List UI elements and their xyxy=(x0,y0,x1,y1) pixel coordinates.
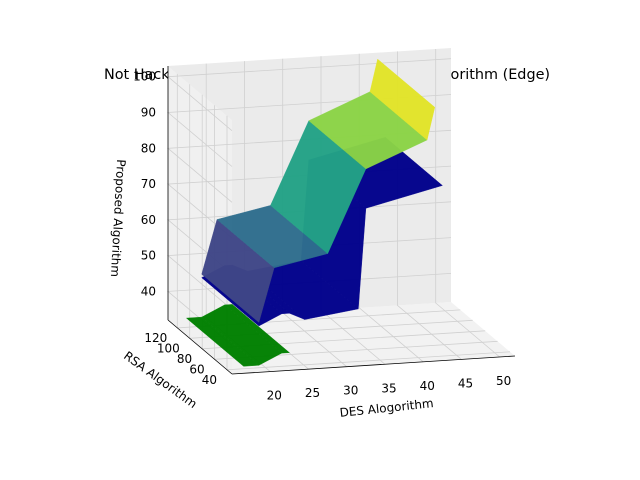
grid-line-x xyxy=(435,49,500,358)
surfaces xyxy=(185,58,443,367)
surface-series-1 xyxy=(185,304,291,367)
side-pane xyxy=(168,66,232,374)
y-axis-line xyxy=(167,319,233,375)
x-tick-label: 20 xyxy=(267,389,282,403)
z-tick-label: 50 xyxy=(141,249,156,263)
surface-series-2 xyxy=(201,58,436,323)
z-tick-label: 100 xyxy=(133,70,156,84)
y-tick-label: 100 xyxy=(157,341,180,355)
z-tick-label: 40 xyxy=(141,284,156,298)
z-axis-label: Proposed Algorithm xyxy=(108,159,128,277)
y-tick-label: 120 xyxy=(144,331,167,345)
z-tick-label: 60 xyxy=(141,213,156,227)
surface-patch xyxy=(369,58,436,141)
z-tick-label: 80 xyxy=(141,141,156,155)
x-tick-label: 45 xyxy=(458,376,473,390)
y-tick-label: 60 xyxy=(189,362,204,376)
x-tick-label: 25 xyxy=(305,386,320,400)
axis-lines xyxy=(167,66,516,375)
x-tick-label: 50 xyxy=(496,374,511,388)
z-tick-label: 90 xyxy=(141,106,156,120)
y-tick-label: 40 xyxy=(202,373,217,387)
x-axis-label: DES Alogorithm xyxy=(339,396,434,420)
x-tick-label: 35 xyxy=(381,381,396,395)
surface-patch xyxy=(224,304,291,354)
y-tick-label: 80 xyxy=(177,352,192,366)
tick-labels: 20 25 30 35 40 45 5040608010012040506070809010… xyxy=(133,70,511,403)
x-tick-label: 30 xyxy=(343,384,358,398)
x-axis-line xyxy=(231,355,516,375)
x-tick-label: 40 xyxy=(420,379,435,393)
z-tick-label: 70 xyxy=(141,177,156,191)
